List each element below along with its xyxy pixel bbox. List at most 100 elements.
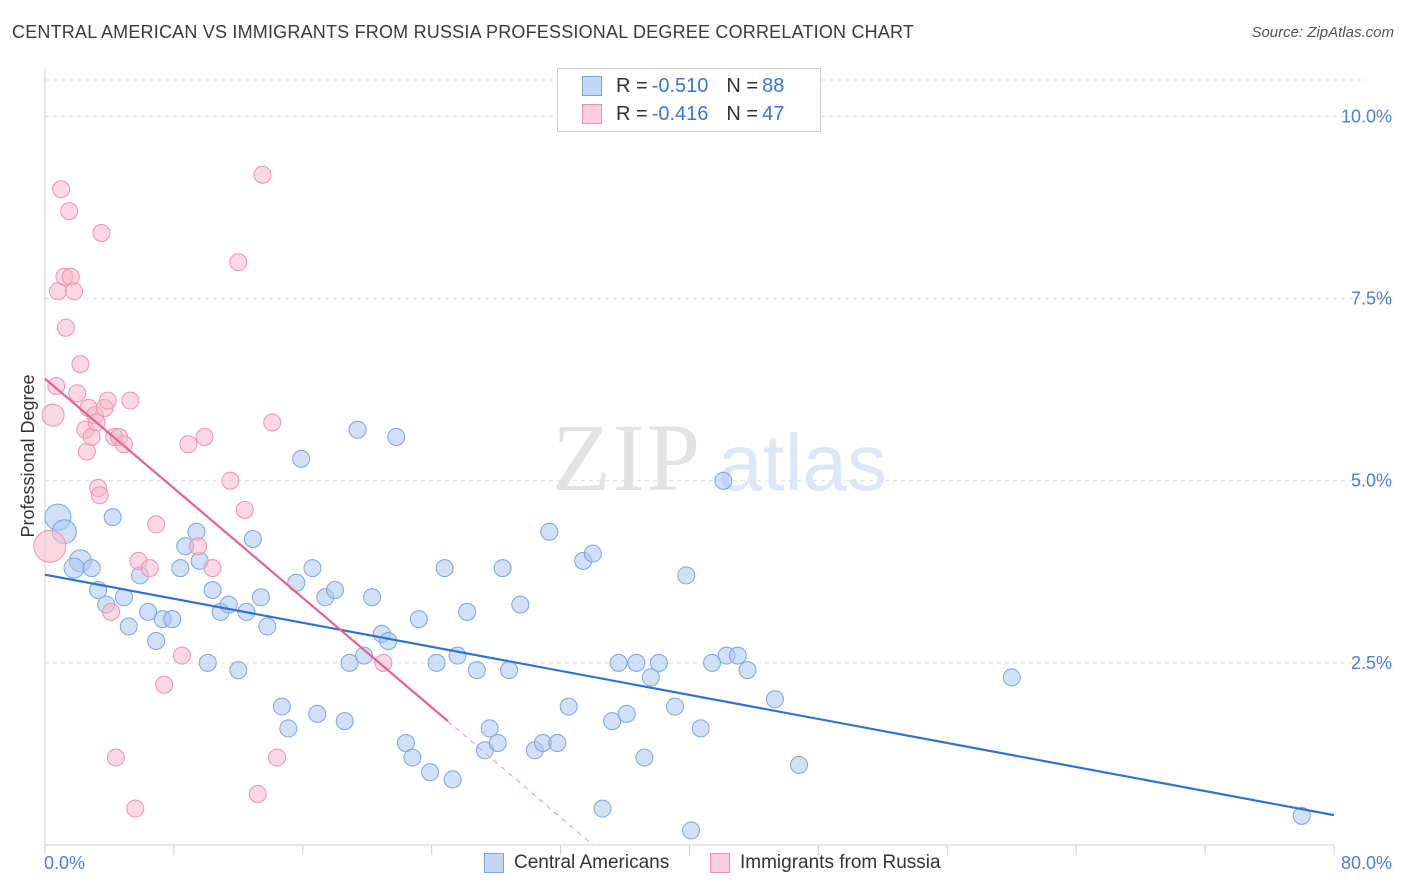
point-immigrants-russia <box>102 602 121 621</box>
trend-immigrants-russia-extension <box>447 720 594 846</box>
point-central-americans <box>326 581 345 599</box>
legend-n-value: 88 <box>762 74 785 97</box>
point-central-americans <box>427 653 446 672</box>
point-central-americans <box>635 748 654 767</box>
point-central-americans <box>147 632 166 650</box>
point-central-americans <box>691 719 710 738</box>
legend-swatch-pink <box>582 104 602 124</box>
point-immigrants-russia <box>248 785 267 803</box>
legend: R = -0.510 N = 88 R = -0.416 N = 47 <box>557 68 821 132</box>
point-immigrants-russia <box>60 202 79 221</box>
point-central-americans <box>540 522 559 541</box>
point-central-americans <box>649 653 668 672</box>
point-immigrants-russia <box>52 180 71 199</box>
point-immigrants-russia <box>126 799 145 818</box>
y-axis-label: Professional Degree <box>18 374 38 537</box>
point-central-americans <box>198 653 217 672</box>
legend-r-label: R = <box>616 102 648 125</box>
watermark-zip: ZIP <box>552 404 702 511</box>
point-immigrants-russia <box>98 391 117 410</box>
point-central-americans <box>703 653 722 672</box>
trend-immigrants-russia <box>44 377 449 722</box>
point-central-americans <box>641 668 660 687</box>
point-central-americans <box>665 697 684 716</box>
point-immigrants-russia <box>268 748 287 767</box>
legend-n-label: N = <box>726 102 759 125</box>
point-immigrants-russia <box>41 403 65 427</box>
point-central-americans <box>548 734 567 752</box>
watermark: ZIP atlas <box>552 404 887 511</box>
point-central-americans <box>272 697 291 716</box>
point-immigrants-russia <box>61 267 80 286</box>
legend-r-label: R = <box>616 74 648 97</box>
point-central-americans <box>335 712 354 731</box>
points-layer <box>33 165 1311 840</box>
point-central-americans <box>728 646 747 665</box>
point-central-americans <box>458 602 477 621</box>
point-central-americans <box>251 588 270 607</box>
point-central-americans <box>603 712 622 731</box>
point-central-americans <box>627 653 646 672</box>
point-central-americans <box>82 559 101 578</box>
y-tick-label: 10.0% <box>1341 106 1392 126</box>
chart-title: CENTRAL AMERICAN VS IMMIGRANTS FROM RUSS… <box>12 22 915 42</box>
point-central-americans <box>488 734 507 752</box>
point-immigrants-russia <box>374 653 393 672</box>
point-central-americans <box>617 704 636 723</box>
point-immigrants-russia <box>71 355 90 374</box>
bottom-legend-swatch-blue <box>484 853 504 873</box>
point-central-americans <box>379 632 398 650</box>
point-central-americans <box>738 661 757 680</box>
point-immigrants-russia <box>106 748 125 767</box>
point-central-americans <box>340 653 359 672</box>
point-central-americans <box>593 799 612 818</box>
point-central-americans <box>171 559 190 578</box>
point-central-americans <box>1292 806 1311 825</box>
point-immigrants-russia <box>195 428 214 446</box>
point-central-americans <box>387 428 406 446</box>
point-central-americans <box>203 581 222 599</box>
watermark-atlas: atlas <box>718 418 887 507</box>
point-central-americans <box>355 646 374 665</box>
point-central-americans <box>243 530 262 548</box>
point-central-americans <box>480 719 499 738</box>
point-central-americans <box>348 420 367 439</box>
bottom-legend-label: Immigrants from Russia <box>740 852 941 873</box>
point-immigrants-russia <box>33 529 67 563</box>
point-immigrants-russia <box>68 384 87 403</box>
point-central-americans <box>163 610 182 629</box>
trend-central-americans <box>44 573 1335 817</box>
legend-r-value: -0.416 <box>651 102 709 125</box>
point-central-americans <box>363 588 382 607</box>
bottom-legend-label: Central Americans <box>514 852 670 873</box>
grid-layer <box>45 79 1366 664</box>
x-tick-label: 80.0% <box>1341 853 1392 873</box>
y-tick-label: 7.5% <box>1351 289 1392 309</box>
point-central-americans <box>467 661 486 680</box>
bottom-legend-swatch-pink <box>710 853 730 873</box>
trend-layer <box>44 377 1335 846</box>
point-central-americans <box>292 449 311 468</box>
point-central-americans <box>303 559 322 578</box>
point-central-americans <box>63 557 85 579</box>
point-immigrants-russia <box>56 318 75 337</box>
point-central-americans <box>308 704 327 723</box>
point-central-americans <box>258 617 277 636</box>
point-central-americans <box>279 719 298 738</box>
point-immigrants-russia <box>90 486 109 505</box>
point-central-americans <box>409 610 428 629</box>
point-immigrants-russia <box>47 377 66 395</box>
point-central-americans <box>583 544 602 563</box>
point-immigrants-russia <box>121 391 140 410</box>
point-immigrants-russia <box>92 224 111 242</box>
point-central-americans <box>714 471 733 490</box>
point-central-americans <box>559 697 578 716</box>
point-immigrants-russia <box>235 500 254 519</box>
y-tick-label: 2.5% <box>1351 653 1392 673</box>
y-tick-label: 5.0% <box>1351 471 1392 491</box>
point-central-americans <box>493 559 512 578</box>
point-immigrants-russia <box>65 282 84 301</box>
legend-row-central-americans: R = -0.510 N = 88 <box>582 73 784 99</box>
x-tick-label: 0.0% <box>44 853 85 873</box>
